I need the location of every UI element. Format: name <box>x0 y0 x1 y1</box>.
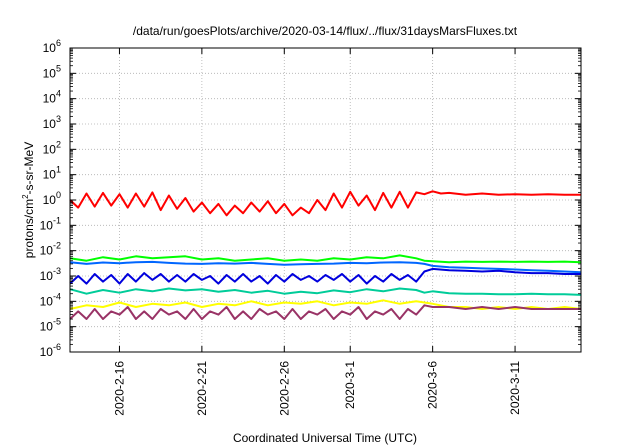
y-tick-label: 10-6 <box>40 342 61 359</box>
y-tick-label: 10-2 <box>40 241 61 258</box>
y-tick-label: 10-3 <box>40 266 61 283</box>
x-axis-label: Coordinated Universal Time (UTC) <box>233 431 417 445</box>
grid-lines <box>70 48 581 352</box>
y-axis-label-sup: 2 <box>21 194 30 199</box>
x-tick-label: 2020-3-6 <box>426 361 440 409</box>
y-tick-label: 105 <box>43 63 61 80</box>
y-tick-label: 10-1 <box>40 215 61 232</box>
x-tick-labels: 2020-2-16 2020-2-21 2020-2-26 2020-3-1 2020-… <box>112 361 522 416</box>
series-line-6 <box>69 304 581 320</box>
y-tick-label: 103 <box>43 114 61 131</box>
series-line-3 <box>69 267 581 285</box>
series-line-1 <box>69 254 582 264</box>
x-tick-label: 2020-2-21 <box>195 361 209 416</box>
axis-ticks <box>70 47 581 353</box>
y-tick-label: 10-4 <box>40 291 61 308</box>
series-line-4 <box>69 287 582 296</box>
y-tick-label: 104 <box>43 89 61 106</box>
y-axis-label: protons/cm2-s-sr-MeV <box>21 142 36 258</box>
y-axis-label-suffix: -s-sr-MeV <box>22 142 36 195</box>
y-axis-label-prefix: protons/cm <box>22 199 36 258</box>
series-line-0 <box>69 190 581 217</box>
x-tick-label: 2020-2-26 <box>277 361 291 416</box>
y-tick-label: 10-5 <box>40 317 61 334</box>
y-tick-label: 106 <box>43 38 61 55</box>
y-tick-label: 102 <box>43 139 61 156</box>
series-layer <box>69 190 582 320</box>
y-tick-labels: 10-6 10-5 10-4 10-3 10-2 10-1 100 101 102 103 104 1… <box>40 38 61 359</box>
chart-title: /data/run/goesPlots/archive/2020-03-14/f… <box>133 24 518 38</box>
x-tick-label: 2020-3-11 <box>508 361 522 415</box>
y-tick-label: 100 <box>43 190 61 207</box>
y-tick-label: 101 <box>43 165 61 182</box>
series-line-5 <box>69 299 582 310</box>
x-tick-label: 2020-2-16 <box>112 361 126 416</box>
x-tick-label: 2020-3-1 <box>343 361 357 409</box>
series-line-2 <box>69 260 582 274</box>
